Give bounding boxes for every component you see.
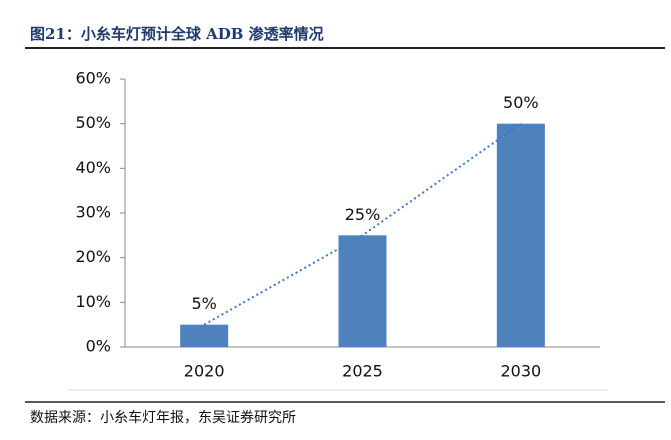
- value-label: 25%: [345, 205, 381, 224]
- y-tick-label: 30%: [75, 203, 111, 222]
- y-tick-label: 0%: [86, 337, 111, 356]
- y-tick-label: 50%: [75, 113, 111, 132]
- trendline: [203, 122, 522, 326]
- y-tick-label: 40%: [75, 158, 111, 177]
- x-tick-label: 2025: [342, 362, 383, 381]
- value-label: 5%: [191, 294, 216, 313]
- y-tick-label: 60%: [75, 69, 111, 88]
- y-tick-label: 10%: [75, 292, 111, 311]
- x-tick-label: 2020: [184, 362, 225, 381]
- source-note: 数据来源：小糸车灯年报，东吴证券研究所: [30, 409, 296, 426]
- value-label: 50%: [503, 93, 539, 112]
- bar: [180, 324, 229, 347]
- x-tick-label: 2030: [500, 362, 541, 381]
- chart-title: 图21：小糸车灯预计全球 ADB 渗透率情况: [30, 25, 324, 43]
- bar: [338, 235, 387, 347]
- bar: [496, 123, 545, 348]
- y-tick-label: 20%: [75, 247, 111, 266]
